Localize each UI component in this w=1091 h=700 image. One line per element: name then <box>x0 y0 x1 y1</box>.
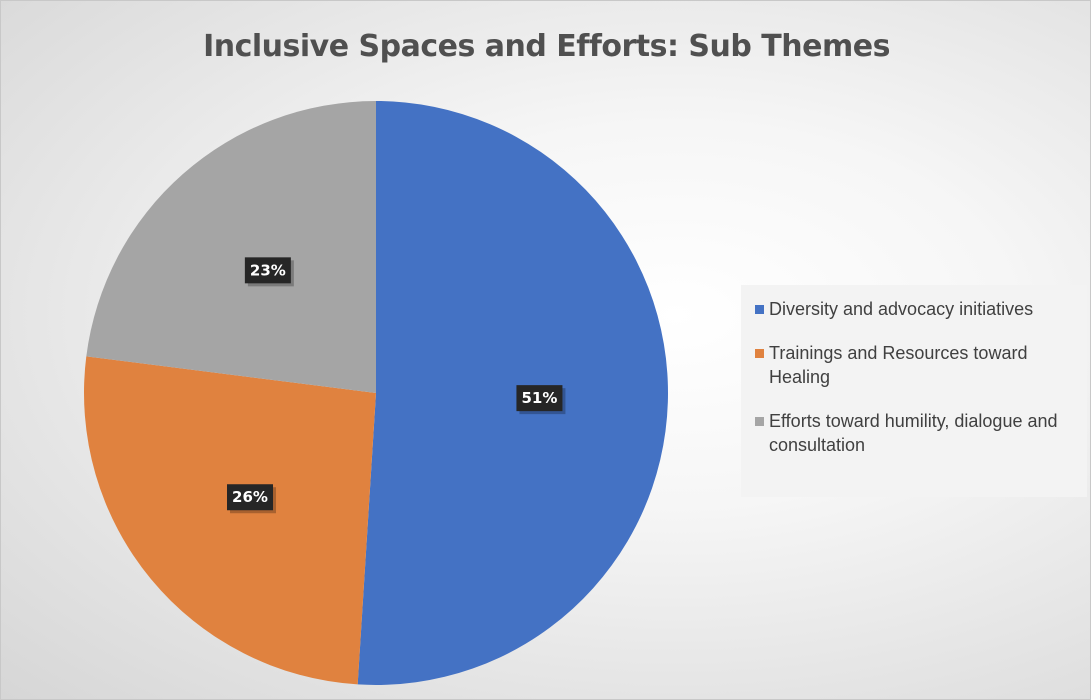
pie-slice-efforts <box>86 101 377 393</box>
legend-swatch-efforts <box>755 417 764 426</box>
data-label-text-diversity: 51% <box>521 389 557 407</box>
data-label-text-trainings: 26% <box>232 488 268 506</box>
data-label-trainings: 26% <box>227 484 277 514</box>
legend-item-trainings: Trainings and Resources toward Healing <box>755 341 1081 389</box>
data-label-efforts: 23% <box>244 257 294 287</box>
pie-slices <box>83 100 669 686</box>
legend-label-trainings: Trainings and Resources toward Healing <box>769 343 1028 387</box>
data-label-text-efforts: 23% <box>250 261 286 279</box>
legend: Diversity and advocacy initiatives Train… <box>741 285 1087 497</box>
legend-item-efforts: Efforts toward humility, dialogue and co… <box>755 409 1081 457</box>
legend-swatch-trainings <box>755 349 764 358</box>
legend-label-diversity: Diversity and advocacy initiatives <box>769 299 1034 319</box>
pie-slice-diversity <box>357 100 669 686</box>
legend-swatch-diversity <box>755 305 764 314</box>
data-label-diversity: 51% <box>516 385 566 415</box>
pie-data-labels: 51% 26% 23% <box>227 257 566 514</box>
legend-label-efforts: Efforts toward humility, dialogue and co… <box>769 411 1058 455</box>
legend-item-diversity: Diversity and advocacy initiatives <box>755 297 1081 321</box>
pie-slice-trainings <box>83 356 376 685</box>
chart-title: Inclusive Spaces and Efforts: Sub Themes <box>203 29 890 64</box>
